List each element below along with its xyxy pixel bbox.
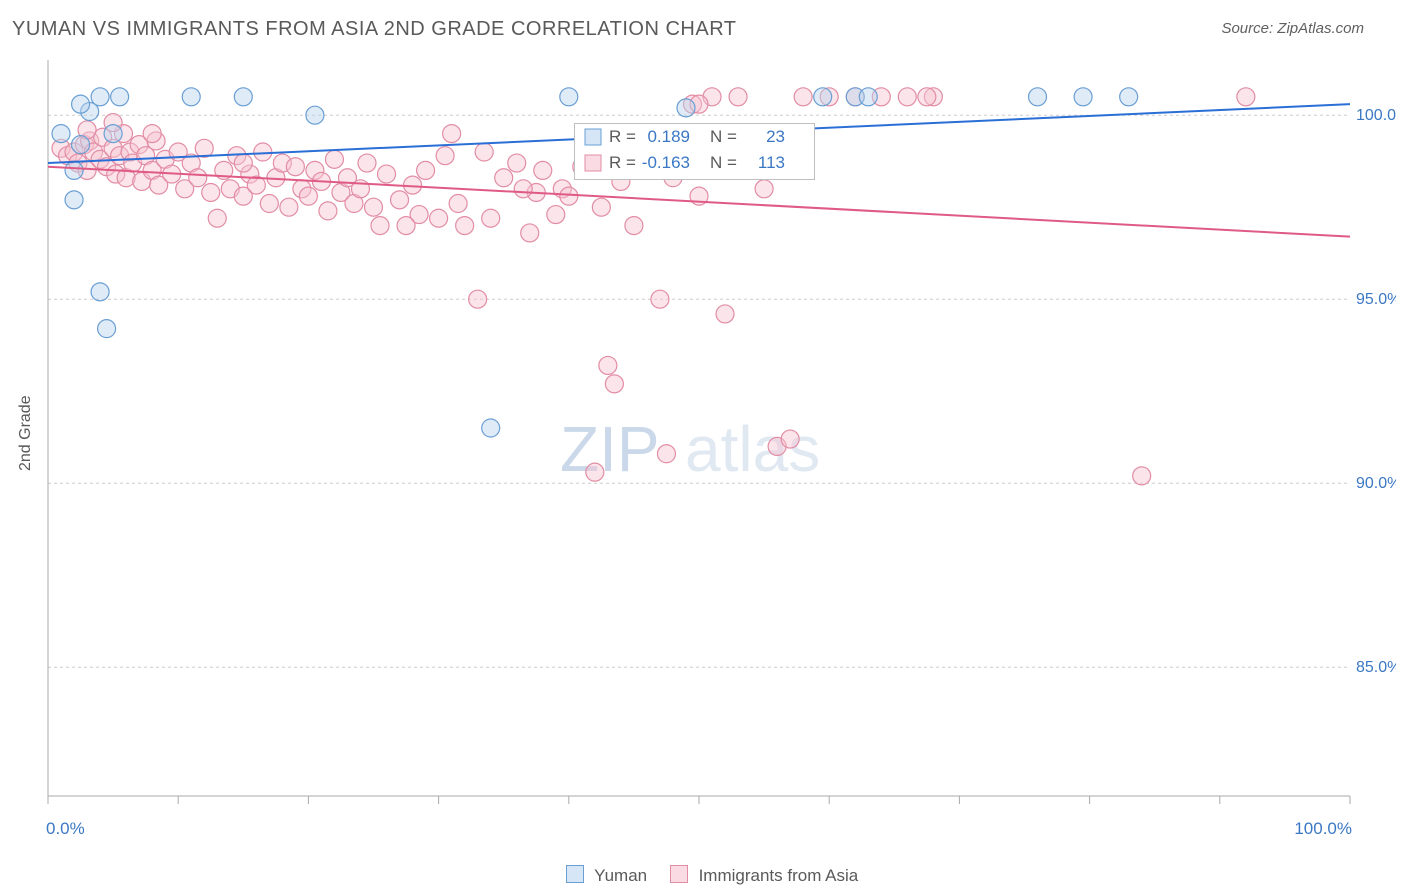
svg-text:100.0%: 100.0% bbox=[1356, 107, 1396, 124]
svg-text:R =: R = bbox=[609, 153, 636, 172]
scatter-chart: 85.0% 90.0% 95.0% 100.0% 0.0% 100.0% ZIP atlas R… bbox=[10, 56, 1396, 851]
svg-text:ZIP: ZIP bbox=[560, 413, 660, 485]
svg-text:N =: N = bbox=[710, 153, 737, 172]
y-axis-label: 2nd Grade bbox=[17, 395, 35, 471]
svg-text:-0.163: -0.163 bbox=[642, 153, 690, 172]
svg-text:95.0%: 95.0% bbox=[1356, 291, 1396, 308]
legend-bottom: Yuman Immigrants from Asia bbox=[10, 865, 1396, 886]
legend-label-yuman: Yuman bbox=[594, 866, 647, 885]
legend-swatch-immigrants bbox=[670, 865, 688, 883]
chart-title: YUMAN VS IMMIGRANTS FROM ASIA 2ND GRADE … bbox=[12, 18, 737, 40]
svg-text:113: 113 bbox=[758, 153, 785, 172]
svg-text:R =: R = bbox=[609, 127, 636, 146]
svg-text:0.189: 0.189 bbox=[647, 127, 690, 146]
svg-text:23: 23 bbox=[766, 127, 785, 146]
svg-text:85.0%: 85.0% bbox=[1356, 659, 1396, 676]
svg-text:atlas: atlas bbox=[685, 413, 820, 485]
legend-label-immigrants: Immigrants from Asia bbox=[699, 866, 859, 885]
svg-text:0.0%: 0.0% bbox=[46, 819, 85, 838]
svg-text:N =: N = bbox=[710, 127, 737, 146]
svg-text:100.0%: 100.0% bbox=[1294, 819, 1352, 838]
source-label: Source: ZipAtlas.com bbox=[1221, 20, 1364, 37]
legend-swatch-yuman bbox=[566, 865, 584, 883]
svg-text:90.0%: 90.0% bbox=[1356, 475, 1396, 492]
